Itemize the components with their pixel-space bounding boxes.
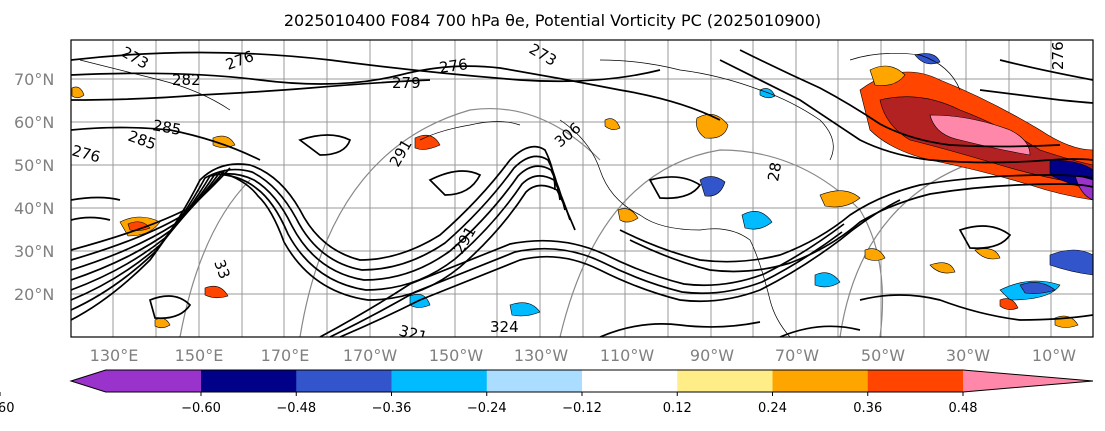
contour-label: 276 [438, 55, 469, 77]
lat-label: 40°N [14, 199, 54, 218]
colorbar-segment [391, 370, 488, 392]
lon-label: 90°W [690, 346, 734, 365]
lon-label: 170°W [343, 346, 398, 365]
colorbar-tick-label: 0.60 [0, 401, 14, 416]
colorbar-tick-label: −0.12 [562, 401, 602, 416]
colorbar-outline [69, 369, 1094, 393]
colorbar-tick-label: −0.36 [372, 401, 412, 416]
colorbar-segment [486, 370, 583, 392]
coastlines [79, 52, 961, 337]
contour-label: 285 [151, 116, 182, 139]
colorbar-segment [677, 370, 773, 392]
colorbar-tick-label: −0.60 [181, 401, 221, 416]
pv-anomaly-fills [71, 53, 1093, 329]
contour-label: 279 [392, 74, 421, 92]
contour-label: 324 [490, 318, 519, 336]
colorbar-tick-label: −0.24 [467, 401, 507, 416]
lon-label: 110°W [600, 346, 655, 365]
colorbar-segments [69, 369, 1094, 393]
lon-label: 70°W [775, 346, 819, 365]
colorbar-segment [772, 370, 869, 392]
lon-label: 50°W [861, 346, 905, 365]
colorbar: −0.60 −0.48 −0.36 −0.24 −0.12 0.12 0.24 0.36 0.4… [0, 369, 1094, 416]
colorbar-segment [296, 370, 392, 392]
colorbar-tick-label: 0.12 [663, 401, 692, 416]
colorbar-segment [71, 370, 201, 392]
contour-label: 276 [1049, 41, 1067, 70]
lon-label: 130°W [514, 346, 569, 365]
colorbar-tick-label: 0.48 [949, 401, 978, 416]
lon-label: 150°W [429, 346, 484, 365]
colorbar-tick-label: −0.48 [276, 401, 316, 416]
lon-label: 130°E [90, 346, 139, 365]
lat-label: 70°N [14, 70, 54, 89]
map-title: 2025010400 F084 700 hPa θe, Potential Vo… [283, 11, 822, 30]
contour-label: 282 [172, 71, 201, 89]
colorbar-segment [867, 370, 964, 392]
lon-label: 150°E [175, 346, 224, 365]
longitude-labels: 130°E 150°E 170°E 170°W 150°W 130°W 110°… [90, 346, 1077, 365]
contour-label: 33 [210, 257, 233, 281]
colorbar-segment [963, 370, 1093, 392]
colorbar-segment [582, 370, 678, 392]
lon-label: 30°W [946, 346, 990, 365]
lat-label: 30°N [14, 242, 54, 261]
colorbar-segment [201, 370, 297, 392]
colorbar-tick-label: 0.24 [758, 401, 787, 416]
latitude-labels: 70°N 60°N 50°N 40°N 30°N 20°N [14, 70, 54, 304]
colorbar-ticks: −0.60 −0.48 −0.36 −0.24 −0.12 0.12 0.24 0.36 0.4… [0, 392, 977, 416]
contour-label: 28 [764, 161, 785, 183]
map-frame [70, 39, 1094, 338]
theta-e-contours [71, 49, 1093, 337]
lon-label: 10°W [1032, 346, 1076, 365]
lat-label: 50°N [14, 156, 54, 175]
lat-label: 20°N [14, 285, 54, 304]
colorbar-tick-label: 0.36 [853, 401, 882, 416]
lon-label: 170°E [261, 346, 310, 365]
lat-label: 60°N [14, 113, 54, 132]
